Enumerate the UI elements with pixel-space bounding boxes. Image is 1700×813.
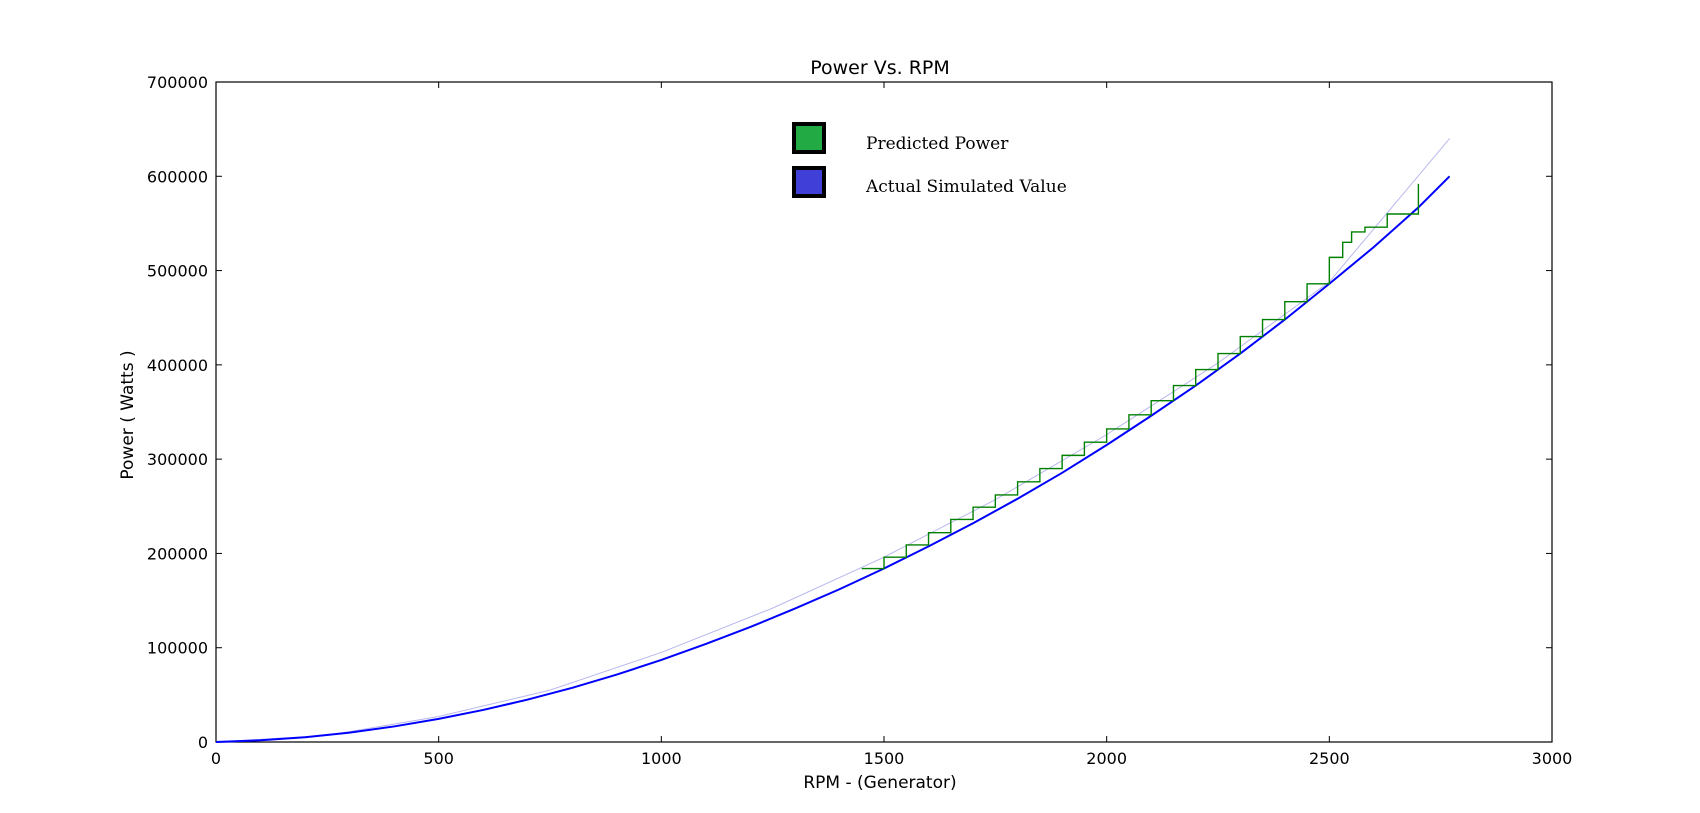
series-line-predicted-power xyxy=(861,183,1420,570)
y-tick-label: 600000 xyxy=(147,167,208,186)
x-tick-label: 1000 xyxy=(641,749,682,768)
y-tick-label: 200000 xyxy=(147,544,208,563)
legend: Predicted Power Actual Simulated Value xyxy=(792,122,1067,198)
series-layer xyxy=(215,138,1451,743)
y-tick-label: 700000 xyxy=(147,73,208,92)
chart-title: Power Vs. RPM xyxy=(810,57,950,79)
legend-label-predicted-power: Predicted Power xyxy=(866,134,1009,154)
y-tick-label: 300000 xyxy=(147,450,208,469)
legend-swatch-predicted-power xyxy=(792,122,826,154)
y-tick-label: 100000 xyxy=(147,639,208,658)
y-tick-label: 500000 xyxy=(147,262,208,281)
x-tick-label: 1500 xyxy=(864,749,905,768)
axis-ticks: 0 500 1000 1500 2000 2500 3000 0 100000 200000 300… xyxy=(147,73,1572,768)
y-axis-label: Power ( Watts ) xyxy=(118,350,138,479)
series-line-actual-simulated-value xyxy=(215,175,1451,743)
series-line-actual-simulated-value-faint-trace xyxy=(215,138,1450,743)
plot-area: 0 500 1000 1500 2000 2500 3000 0 100000 200000 300… xyxy=(147,73,1572,768)
legend-entry-predicted-power: Predicted Power xyxy=(792,122,1009,154)
x-tick-label: 0 xyxy=(211,749,221,768)
x-tick-label: 500 xyxy=(423,749,454,768)
x-tick-label: 2000 xyxy=(1086,749,1127,768)
x-tick-label: 2500 xyxy=(1309,749,1350,768)
legend-entry-actual-simulated-value: Actual Simulated Value xyxy=(792,166,1067,198)
x-tick-label: 3000 xyxy=(1532,749,1573,768)
y-tick-label: 400000 xyxy=(147,356,208,375)
y-tick-label: 0 xyxy=(198,733,208,752)
legend-label-actual-simulated-value: Actual Simulated Value xyxy=(865,177,1067,197)
legend-swatch-actual-simulated-value xyxy=(792,166,826,198)
x-axis-label: RPM - (Generator) xyxy=(803,773,956,793)
